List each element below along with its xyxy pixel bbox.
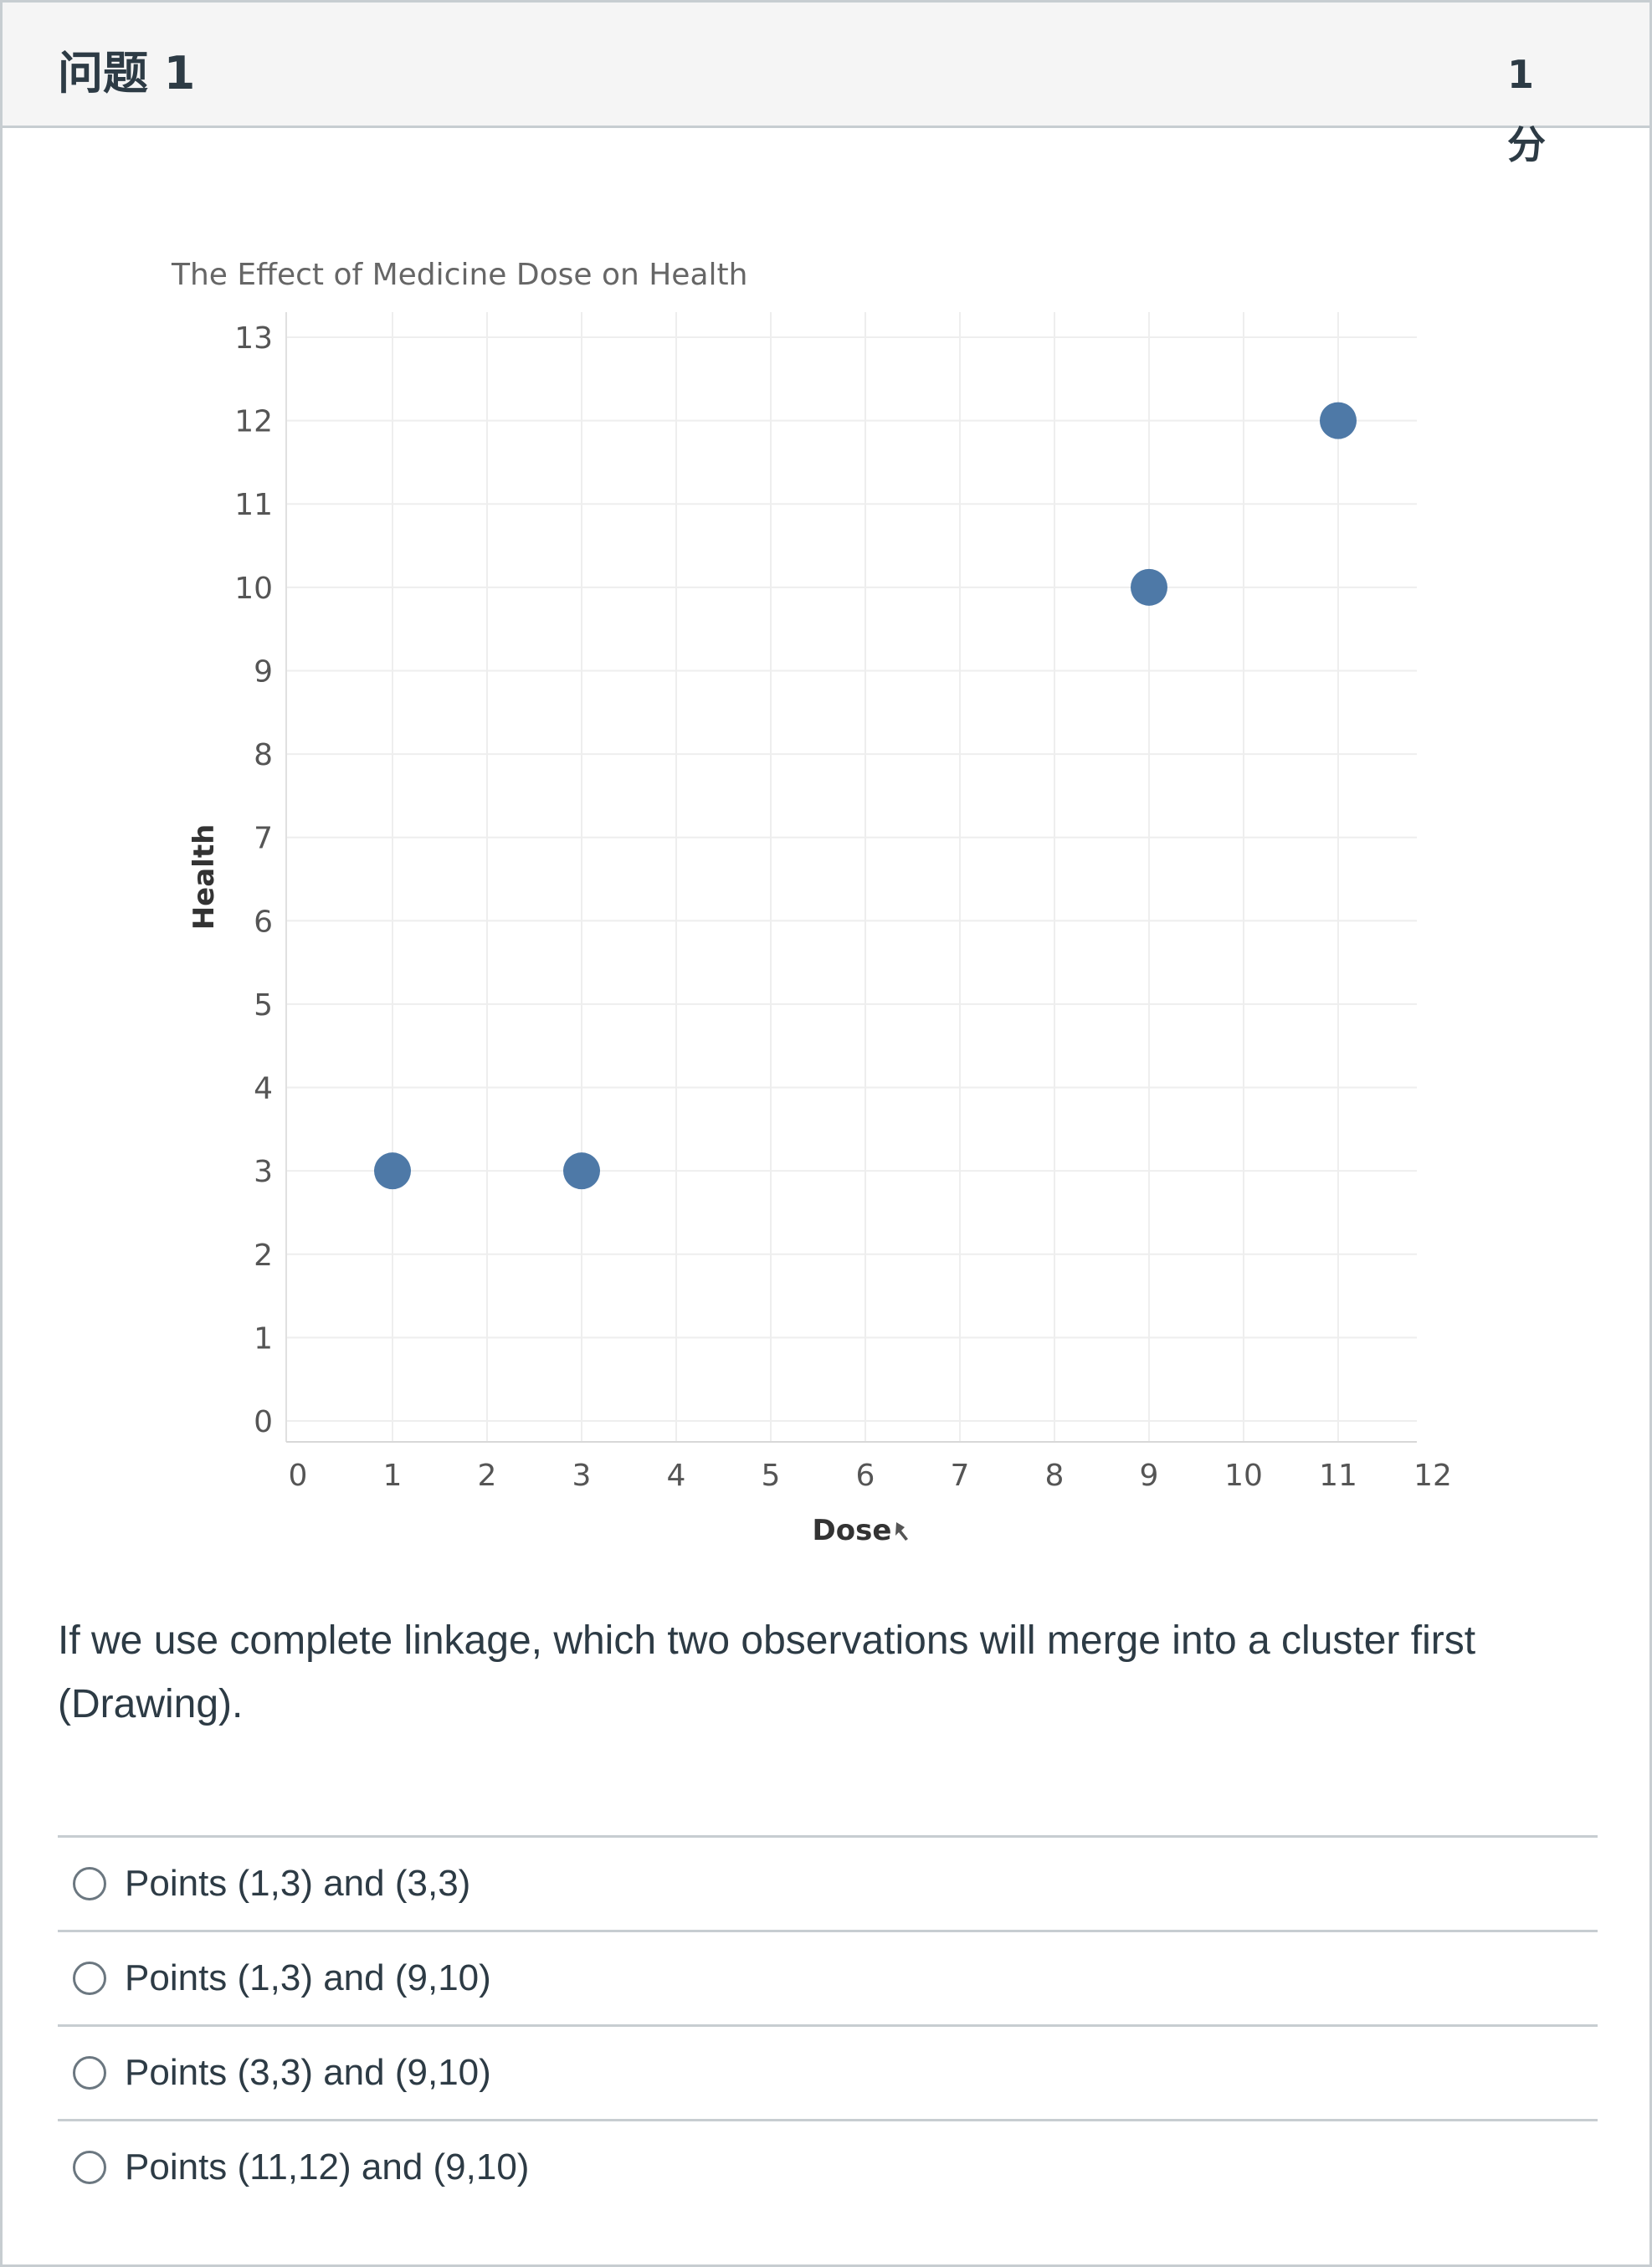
answer-option-4[interactable]: Points (11,12) and (9,10): [58, 2119, 1598, 2213]
y-tick-label: 5: [254, 988, 273, 1023]
data-points: [374, 402, 1357, 1190]
question-text: If we use complete linkage, which two ob…: [58, 1618, 1476, 1726]
y-tick-label: 13: [234, 321, 273, 356]
y-tick-label: 11: [234, 488, 273, 522]
answer-label: Points (1,3) and (9,10): [125, 1957, 491, 1998]
scatter-chart-svg: The Effect of Medicine Dose on Health 0 1…: [171, 258, 1452, 1547]
x-tick-label: 2: [478, 1459, 497, 1493]
x-tick-label: 4: [667, 1459, 686, 1493]
y-tick-label: 12: [234, 405, 273, 439]
question-header: 问题 1 1 分: [3, 3, 1649, 167]
x-tick-label: 6: [856, 1459, 875, 1493]
x-tick-label: 0: [289, 1459, 308, 1493]
pin-icon[interactable]: [895, 1522, 908, 1541]
answer-list: Points (1,3) and (3,3) Points (1,3) and …: [58, 1835, 1598, 2213]
radio-button[interactable]: [73, 2056, 106, 2090]
y-tick-label: 3: [254, 1155, 273, 1189]
x-axis-label-group: Dose: [813, 1514, 908, 1547]
answer-option-2[interactable]: Points (1,3) and (9,10): [58, 1930, 1598, 2024]
x-tick-label: 7: [951, 1459, 970, 1493]
y-tick-label: 1: [254, 1321, 273, 1356]
x-tick-label: 1: [383, 1459, 403, 1493]
scatter-chart: The Effect of Medicine Dose on Health 0 1…: [128, 228, 1467, 1567]
x-tick-label: 11: [1319, 1459, 1357, 1493]
question-points: 1 分: [1507, 52, 1546, 167]
radio-button[interactable]: [73, 2151, 106, 2184]
y-axis-label: Health: [187, 824, 221, 931]
x-tick-label: 5: [762, 1459, 781, 1493]
question-title: 问题 1: [58, 47, 196, 100]
answer-option-3[interactable]: Points (3,3) and (9,10): [58, 2024, 1598, 2119]
x-tick-label: 9: [1140, 1459, 1159, 1493]
chart-title: The Effect of Medicine Dose on Health: [171, 258, 747, 292]
x-tick-label: 3: [572, 1459, 592, 1493]
data-point[interactable]: [374, 1152, 411, 1190]
y-tick-label: 7: [254, 822, 273, 856]
x-tick-label: 10: [1224, 1459, 1263, 1493]
answer-label: Points (1,3) and (3,3): [125, 1863, 471, 1904]
answer-option-1[interactable]: Points (1,3) and (3,3): [58, 1835, 1598, 1930]
answer-label: Points (3,3) and (9,10): [125, 2052, 491, 2093]
data-point[interactable]: [563, 1152, 600, 1190]
x-tick-label: 8: [1045, 1459, 1065, 1493]
y-tick-label: 9: [254, 654, 273, 689]
chart-grid: [285, 312, 1417, 1443]
data-point[interactable]: [1131, 568, 1167, 606]
x-tick-label: 12: [1413, 1459, 1452, 1493]
y-tick-label: 2: [254, 1239, 273, 1273]
radio-button[interactable]: [73, 1962, 106, 1995]
radio-button[interactable]: [73, 1867, 106, 1900]
y-tick-label: 4: [254, 1072, 273, 1106]
y-tick-label: 8: [254, 738, 273, 772]
answer-label: Points (11,12) and (9,10): [125, 2146, 530, 2188]
y-tick-label: 10: [234, 572, 273, 606]
x-axis-label: Dose: [813, 1514, 892, 1547]
y-tick-label: 6: [254, 905, 273, 939]
x-axis-ticks: 0 1 2 3 4 5 6 7 8 9 10 11 12: [289, 1459, 1452, 1493]
data-point[interactable]: [1320, 402, 1357, 439]
y-tick-label: 0: [254, 1405, 273, 1439]
